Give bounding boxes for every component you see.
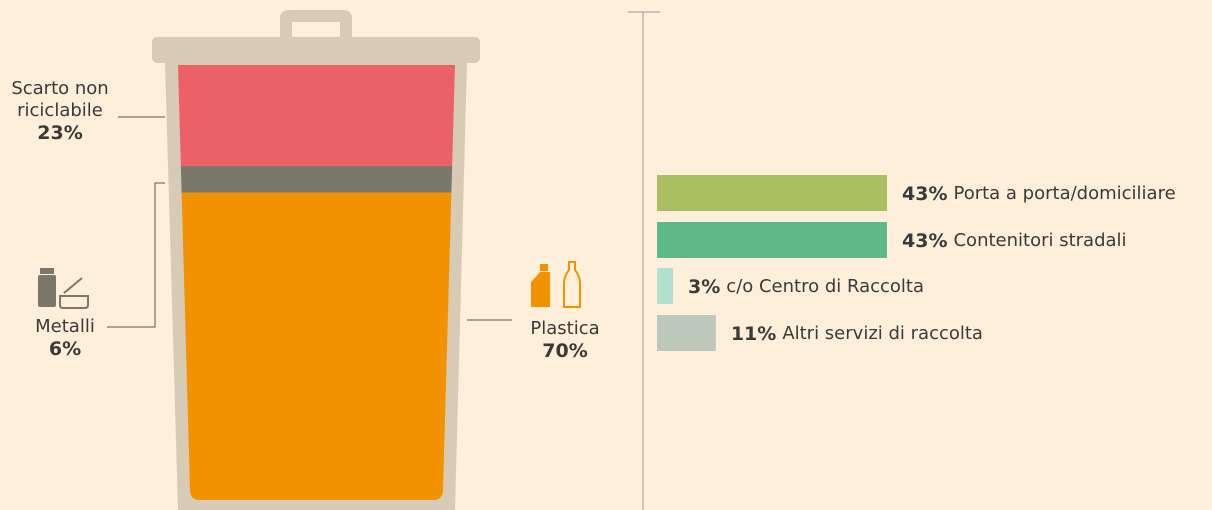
plastic-icon [531, 261, 581, 308]
category-label: c/o Centro di Raccolta [726, 276, 924, 297]
bin-segment [178, 65, 455, 167]
value-label: 43% [902, 230, 947, 252]
bin-handle [280, 10, 352, 37]
bar-label: 3% c/o Centro di Raccolta [688, 276, 924, 298]
bar-label: 11% Altri servizi di raccolta [731, 323, 983, 345]
category-label: Scarto non riciclabile [11, 78, 109, 121]
category-label: Porta a porta/domiciliare [953, 183, 1175, 204]
value-label: 6% [48, 338, 82, 360]
value-label: 43% [902, 183, 947, 205]
bar-label: 43% Porta a porta/domiciliare [902, 183, 1176, 205]
category-label: Altri servizi di raccolta [782, 323, 983, 344]
bin-fill [178, 65, 455, 500]
value-label: 3% [688, 276, 720, 298]
bar [657, 268, 674, 304]
bar [657, 175, 887, 211]
bin-lid [152, 37, 480, 63]
metal-icon [38, 268, 89, 309]
category-label: Metalli [35, 316, 95, 337]
bar-chart: 43% Porta a porta/domiciliare 43% Contenito… [657, 175, 1176, 351]
value-label: 11% [731, 323, 776, 345]
bar [657, 315, 716, 351]
value-label: 23% [37, 122, 83, 144]
segment-label: Scarto non riciclabile 23% [5, 78, 115, 144]
category-label: Plastica [530, 318, 600, 339]
segment-label: Metalli 6% [20, 316, 110, 360]
value-label: 70% [542, 340, 588, 362]
leader-line [107, 182, 165, 328]
bin-segment [178, 166, 455, 193]
category-label: Contenitori stradali [953, 230, 1126, 251]
segment-label: Plastica 70% [515, 318, 615, 362]
bin-segment [178, 192, 455, 500]
bar [657, 222, 887, 258]
bar-label: 43% Contenitori stradali [902, 230, 1127, 252]
